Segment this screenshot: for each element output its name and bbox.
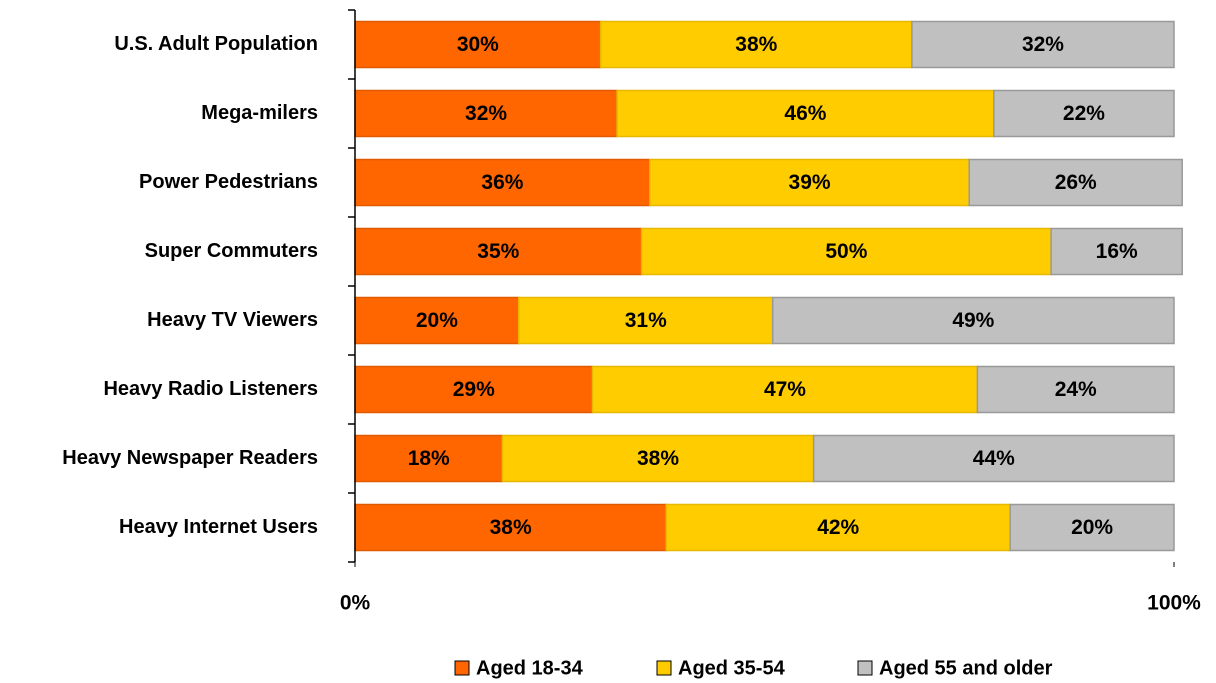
x-tick-label: 100% [1147,592,1201,615]
legend-label: Aged 55 and older [879,657,1053,679]
x-tick-label: 0% [340,592,371,615]
bar-segment [665,503,1011,552]
bar-segment [616,89,995,138]
data-label: 20% [416,309,458,332]
bar-segment [354,503,667,552]
category-label: U.S. Adult Population [114,33,318,55]
data-label: 29% [453,378,495,401]
legend-label: Aged 35-54 [678,657,786,679]
data-label: 22% [1063,102,1105,125]
data-label: 16% [1096,240,1138,263]
data-label: 18% [408,447,450,470]
data-label: 38% [490,516,532,539]
data-label: 26% [1055,171,1097,194]
bar-segment [354,20,602,69]
category-label: Super Commuters [145,240,318,262]
data-label: 38% [637,447,679,470]
data-label: 50% [825,240,867,263]
legend-swatch [656,660,672,676]
data-label: 44% [973,447,1015,470]
legend-swatch [857,660,873,676]
bar-segment [354,296,520,345]
data-label: 39% [789,171,831,194]
bar-segment [993,89,1175,138]
bar-segment [1050,227,1183,276]
bar-segment [518,296,774,345]
bar-segment [354,227,643,276]
category-label: Heavy Newspaper Readers [62,447,318,469]
data-label: 42% [817,516,859,539]
data-label: 38% [735,33,777,56]
data-label: 36% [481,171,523,194]
data-label: 32% [465,102,507,125]
bar-segment [354,158,651,207]
bar-segment [501,434,815,483]
bar-segment [599,20,913,69]
data-label: 20% [1071,516,1113,539]
bar-segment [812,434,1175,483]
legend-label: Aged 18-34 [476,657,584,679]
bar-segment [649,158,971,207]
data-label: 32% [1022,33,1064,56]
category-label: Power Pedestrians [139,171,318,193]
data-label: 31% [625,309,667,332]
bar-segment [911,20,1175,69]
data-label: 47% [764,378,806,401]
category-label: Heavy Radio Listeners [103,378,318,400]
data-label: 30% [457,33,499,56]
data-label: 24% [1055,378,1097,401]
bar-segment [354,434,504,483]
bar-segment [1009,503,1175,552]
data-label: 49% [952,309,994,332]
category-label: Mega-milers [201,102,318,124]
category-label: Heavy Internet Users [119,516,318,538]
bar-segment [771,296,1175,345]
data-label: 35% [477,240,519,263]
bar-segment [591,365,979,414]
category-label: Heavy TV Viewers [147,309,318,331]
bar-segment [976,365,1175,414]
data-label: 46% [784,102,826,125]
legend-swatch [454,660,470,676]
bar-segment [968,158,1183,207]
